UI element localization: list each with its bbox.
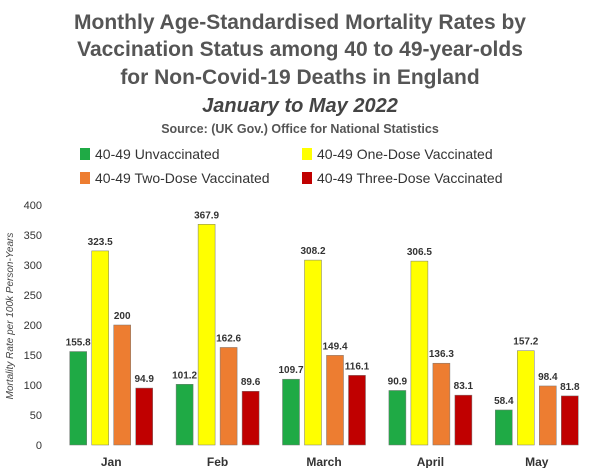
- bar-value-label: 83.1: [454, 381, 474, 392]
- y-tick-label: 300: [24, 260, 42, 272]
- x-category-label: March: [306, 455, 341, 468]
- bar: [135, 387, 153, 446]
- bar-value-label: 89.6: [241, 377, 261, 388]
- bar-value-label: 81.8: [560, 382, 580, 393]
- bar: [454, 394, 473, 446]
- bar: [326, 355, 344, 446]
- legend-swatch: [80, 148, 90, 160]
- bar-value-label: 109.7: [278, 365, 303, 376]
- chart-title-line-1: Monthly Age-Standardised Mortality Rates…: [74, 11, 526, 34]
- bar: [113, 324, 131, 446]
- bar: [539, 385, 557, 446]
- bar-value-label: 162.6: [216, 333, 241, 344]
- bar: [91, 250, 109, 446]
- bar-value-label: 116.1: [345, 361, 370, 372]
- legend-label: 40-49 Two-Dose Vaccinated: [95, 170, 270, 186]
- x-category-label: April: [417, 455, 444, 468]
- bar: [388, 390, 407, 446]
- y-tick-label: 350: [24, 230, 42, 242]
- bars: [69, 224, 579, 446]
- legend-swatch: [80, 172, 90, 184]
- bar: [175, 384, 194, 446]
- legend-swatch: [302, 172, 312, 184]
- bar: [348, 375, 366, 446]
- bar-value-label: 306.5: [407, 247, 432, 258]
- bar-value-label: 155.8: [66, 338, 91, 349]
- bar-value-label: 157.2: [513, 337, 538, 348]
- chart-title: Monthly Age-Standardised Mortality Rates…: [74, 11, 526, 89]
- legend-label: 40-49 Three-Dose Vaccinated: [317, 170, 502, 186]
- legend-label: 40-49 Unvaccinated: [95, 146, 220, 162]
- legend-swatch: [302, 148, 312, 160]
- y-tick-label: 50: [30, 410, 42, 422]
- y-axis-label: Mortality Rate per 100k Person-Years: [5, 233, 16, 400]
- y-tick-label: 100: [24, 380, 42, 392]
- bar: [495, 409, 513, 446]
- bar: [410, 260, 429, 446]
- y-tick-label: 250: [24, 290, 42, 302]
- chart-title-line-3: for Non-Covid-19 Deaths in England: [120, 66, 479, 89]
- bar-value-label: 200: [114, 311, 131, 322]
- bar-value-label: 149.4: [322, 341, 347, 352]
- bar-value-label: 58.4: [494, 396, 514, 407]
- x-category-label: May: [525, 455, 549, 468]
- chart-subtitle: January to May 2022: [202, 95, 398, 117]
- bar: [197, 224, 216, 446]
- bar-value-label: 323.5: [88, 237, 113, 248]
- x-category-label: Jan: [101, 455, 122, 468]
- y-tick-label: 150: [24, 350, 42, 362]
- chart-title-line-2: Vaccination Status among 40 to 49-year-o…: [77, 38, 523, 61]
- x-category-label: Feb: [207, 455, 228, 468]
- bar: [304, 259, 322, 446]
- bar: [219, 347, 238, 446]
- y-tick-label: 200: [24, 320, 42, 332]
- bar: [241, 390, 260, 446]
- chart-legend: 40-49 Unvaccinated 40-49 One-Dose Vaccina…: [80, 146, 502, 186]
- bar: [561, 395, 579, 446]
- y-tick-label: 0: [36, 440, 42, 452]
- bar-value-label: 90.9: [388, 376, 408, 387]
- y-axis-ticks: 0 50 100 150 200 250 300 350 400: [24, 200, 42, 452]
- bar: [69, 351, 87, 446]
- bar-value-label: 308.2: [300, 246, 325, 257]
- x-axis-categories: Jan Feb March April May: [101, 455, 549, 468]
- bar-value-label: 98.4: [538, 372, 558, 383]
- data-labels: 155.8 323.5 200 94.9 101.2 367.9 162.6 89.6 109.…: [66, 210, 580, 407]
- bar-value-label: 94.9: [134, 374, 154, 385]
- bar: [517, 350, 535, 446]
- bar: [432, 362, 451, 446]
- y-tick-label: 400: [24, 200, 42, 212]
- legend-label: 40-49 One-Dose Vaccinated: [317, 146, 493, 162]
- bar-value-label: 101.2: [172, 370, 197, 381]
- bar-value-label: 136.3: [429, 349, 454, 360]
- bar: [282, 378, 300, 446]
- chart-source: Source: (UK Gov.) Office for National St…: [161, 122, 439, 136]
- bar-value-label: 367.9: [194, 210, 219, 221]
